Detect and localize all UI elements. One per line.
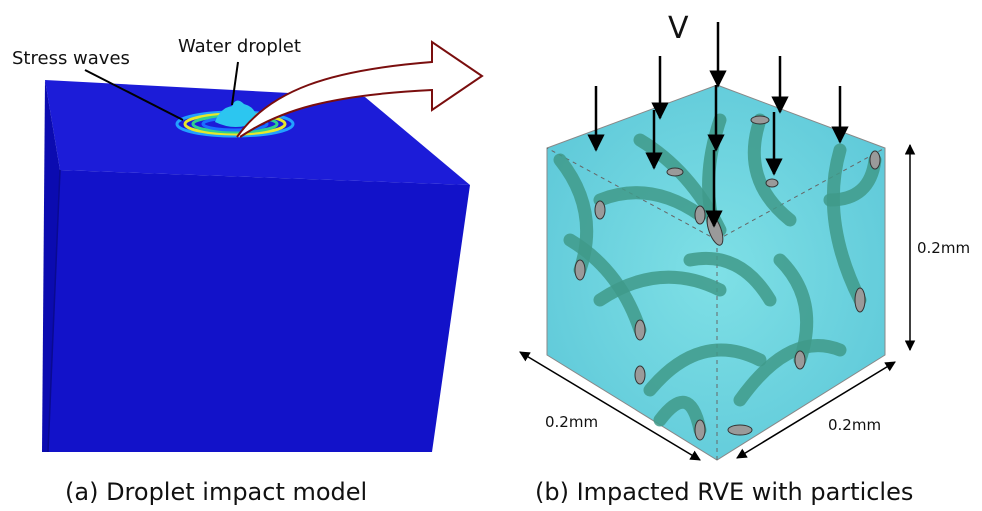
dimension: 0.2mm bbox=[917, 239, 970, 257]
caption: (b) Impacted RVE with particles bbox=[535, 478, 913, 506]
dimension: 0.2mm bbox=[545, 413, 598, 431]
label: Stress waves bbox=[12, 48, 130, 69]
label: Water droplet bbox=[178, 36, 301, 57]
caption: (a) Droplet impact model bbox=[65, 478, 367, 506]
velocity-label: V bbox=[668, 11, 689, 46]
dimension: 0.2mm bbox=[828, 416, 881, 434]
figure: Stress waves Water droplet (a) Droplet i… bbox=[0, 0, 982, 511]
